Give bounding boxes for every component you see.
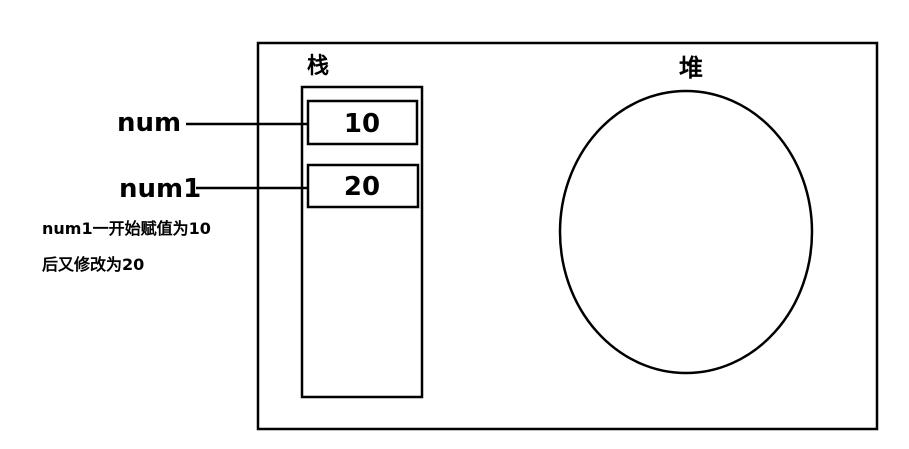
note-line-1: num1一开始赋值为10 bbox=[42, 219, 211, 238]
stack-region bbox=[300, 85, 424, 399]
var-label-num1: num1 bbox=[119, 174, 201, 204]
var-label-num: num bbox=[117, 108, 181, 138]
memory-frame bbox=[256, 41, 879, 431]
stack-slot-num1 bbox=[306, 163, 420, 209]
heap-label: 堆 bbox=[679, 54, 703, 82]
stack-slot-num bbox=[306, 99, 419, 146]
num1-value: 20 bbox=[344, 172, 380, 202]
num-value: 10 bbox=[344, 109, 380, 139]
stack-label: 栈 bbox=[307, 54, 329, 79]
note-line-2: 后又修改为20 bbox=[42, 255, 145, 274]
heap-region bbox=[558, 89, 814, 375]
